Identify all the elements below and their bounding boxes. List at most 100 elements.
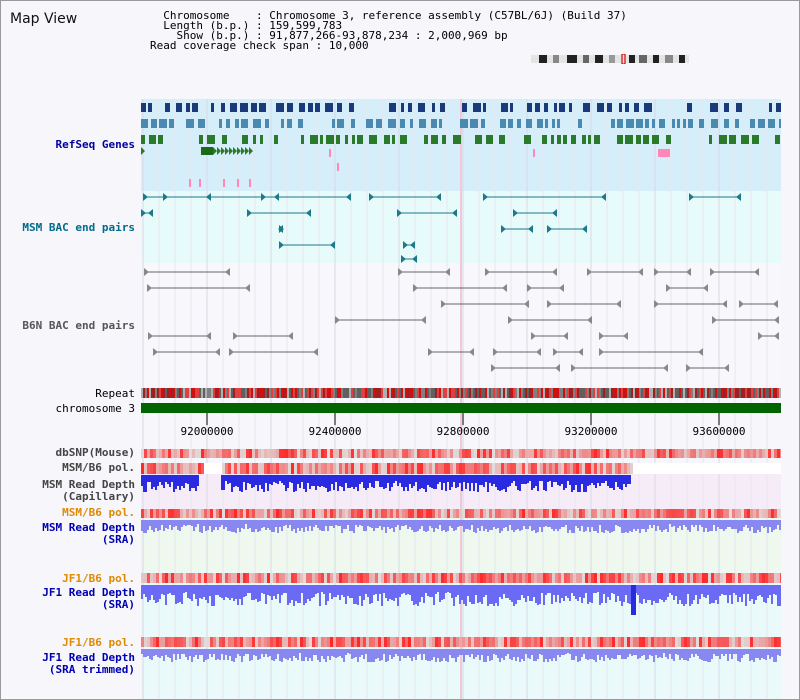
depth-bar [425,520,427,532]
msm-pol-cell [681,509,684,518]
track-label-msm-bac[interactable]: MSM BAC end pairs [22,221,135,234]
jf1-pol-cell [390,573,393,583]
track-label-b6n-bac[interactable]: B6N BAC end pairs [22,319,135,332]
dbsnp-cell [156,449,159,458]
msm-pol-cell [237,509,240,518]
depth-bar [303,475,305,489]
jf1-pol-cell [771,637,774,647]
dbsnp-cell [750,449,753,458]
track-label-jf1-depth-trimmed[interactable]: JF1 Read Depth (SRA trimmed) [42,651,135,676]
msm-pol-cell [141,509,144,518]
dbsnp-cell [336,449,339,458]
bac-end [261,193,266,201]
depth-bar [193,649,195,657]
jf1-pol-cell [387,573,390,583]
depth-bar [455,649,457,662]
dbsnp-cell [492,449,495,458]
depth-bar [531,520,533,531]
depth-bar [593,475,595,485]
msm-pol-cell [633,509,636,518]
depth-bar [291,585,293,600]
msm-pol-cell [534,509,537,518]
depth-bar [315,649,317,655]
msm-pol-cell [744,463,747,474]
msm-pol-cell [462,509,465,518]
depth-bar [375,585,377,594]
dbsnp-cell [543,449,546,458]
track-label-msm-pol-1[interactable]: MSM/B6 pol. [62,461,135,474]
depth-bar [587,475,589,486]
depth-bar [501,649,503,658]
depth-bar [773,520,775,530]
dbsnp-cell [693,449,696,458]
repeat-segment [523,388,525,398]
jf1-pol-cell [330,573,333,583]
gene-feature [625,135,633,144]
repeat-segment [725,388,727,398]
jf1-pol-cell [660,573,663,583]
repeat-segment [705,388,707,398]
gene-feature [724,119,729,128]
gene-arrow [241,147,245,155]
track-label-msm-depth-capillary[interactable]: MSM Read Depth (Capillary) [42,478,135,503]
depth-bar [489,649,491,661]
dbsnp-cell [501,449,504,458]
msm-pol-cell [573,509,576,518]
track-label-jf1-pol-2[interactable]: JF1/B6 pol. [62,636,135,649]
repeat-segment [743,388,745,398]
depth-bar [611,475,613,488]
depth-bar [611,585,613,593]
depth-bar [445,475,447,491]
msm-pol-cell [765,509,768,518]
msm-pol-cell [318,463,321,474]
depth-bar [603,585,605,594]
depth-bar [143,520,145,533]
repeat-segment [333,388,335,398]
gene-feature [159,119,167,128]
msm-pol-cell [183,509,186,518]
repeat-segment [615,388,617,398]
msm-pol-cell [753,509,756,518]
depth-bar [403,585,405,593]
depth-bar [271,585,273,600]
jf1-pol-cell [750,573,753,583]
track-label-jf1-pol-1[interactable]: JF1/B6 pol. [62,572,135,585]
jf1-pol-cell [315,573,318,583]
chromosome-ideogram[interactable] [531,54,689,64]
track-label-jf1-depth-sra[interactable]: JF1 Read Depth (SRA) [42,586,135,611]
track-label-msm-pol-2[interactable]: MSM/B6 pol. [62,506,135,519]
msm-pol-cell [657,509,660,518]
depth-bar [273,475,275,482]
genome-plot[interactable] [141,99,781,700]
track-label-msm-depth-sra[interactable]: MSM Read Depth (SRA) [42,521,135,546]
depth-bar [473,585,475,604]
jf1-pol-cell [474,573,477,583]
depth-bar [423,585,425,603]
gene-feature [219,119,222,128]
bac-end [452,209,457,217]
depth-bar [325,520,327,526]
depth-bar [439,475,441,482]
depth-bar [711,649,713,659]
jf1-pol-cell [597,637,600,647]
jf1-pol-cell [402,637,405,647]
depth-bar [609,520,611,533]
depth-bar [331,649,333,656]
repeat-segment [527,388,529,398]
repeat-segment [641,388,643,398]
depth-bar [569,585,571,601]
depth-bar [743,585,745,594]
bac-end [247,209,252,217]
depth-bar [683,649,685,660]
depth-bar [195,649,197,655]
bac-end [493,348,498,356]
jf1-pol-cell [420,637,423,647]
jf1-pol-cell [585,573,588,583]
track-label-refseq[interactable]: RefSeq Genes [55,138,135,151]
track-label-dbsnp[interactable]: dbSNP(Mouse) [55,446,135,459]
depth-bar [645,520,647,532]
bac-end [686,364,691,372]
dbsnp-cell [717,449,720,458]
jf1-pol-cell [312,573,315,583]
